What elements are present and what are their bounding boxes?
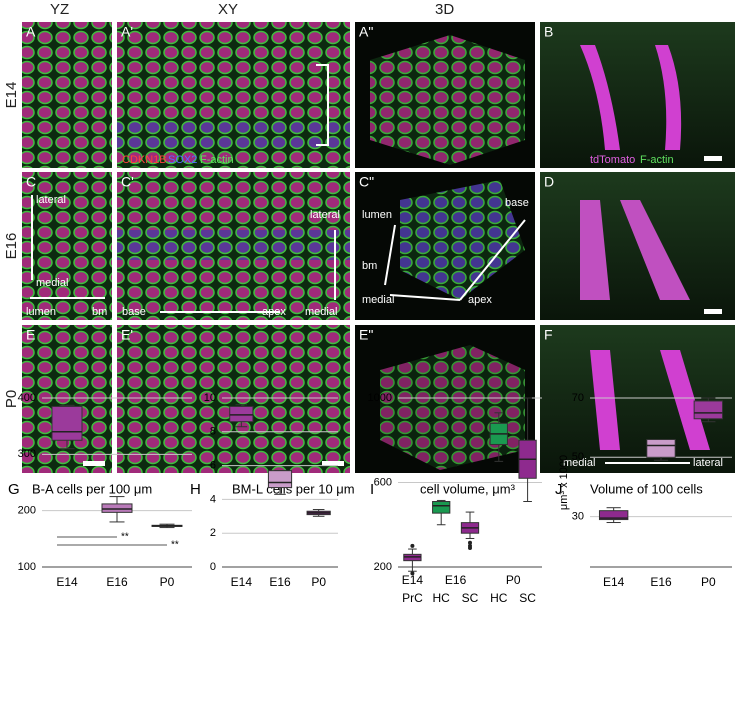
annotation: lateral [693, 457, 723, 469]
annotation: tdTomato [590, 154, 635, 166]
y-tick-label: 100 [18, 561, 36, 573]
annotation: lumen [362, 209, 392, 221]
panel-label: C" [359, 174, 374, 190]
box [267, 470, 293, 489]
chart-title: BM-L cells per 10 μm [232, 481, 355, 496]
y-tick-label: 50 [572, 451, 584, 463]
annotation: base [122, 306, 146, 318]
panel-label: A" [359, 24, 373, 40]
column-header: YZ [50, 1, 69, 18]
chart-title: cell volume, μm³ [420, 481, 516, 496]
y-tick-label: 2 [210, 527, 216, 539]
annotation: lateral [310, 209, 340, 221]
row-label: P0 [3, 390, 20, 408]
x-tick-label: HC [433, 591, 451, 605]
panel-label: A' [121, 24, 133, 40]
y-tick-label: 70 [572, 392, 584, 404]
box [598, 510, 629, 521]
annotation: medial [36, 277, 68, 289]
group-label: P0 [506, 573, 521, 587]
panel-label: I [370, 481, 374, 498]
box [646, 439, 676, 458]
y-tick-label: 10 [204, 392, 216, 404]
annotation: medial [563, 457, 595, 469]
outlier [410, 543, 415, 548]
panel-label: E' [121, 327, 133, 343]
panel-label: H [190, 481, 201, 498]
x-tick-label: P0 [311, 575, 326, 589]
x-tick-label: E14 [231, 575, 253, 589]
panel-label: C' [121, 174, 134, 190]
box [51, 405, 83, 441]
annotation: base [505, 197, 529, 209]
y-tick-label: 6 [210, 460, 216, 472]
y-tick-label: 200 [18, 505, 36, 517]
box [229, 405, 254, 423]
panel-label: B [544, 24, 553, 40]
annotation: apex [262, 306, 286, 318]
annotation: SOX2 [168, 154, 197, 166]
outlier [468, 545, 472, 550]
group-label: E16 [445, 573, 467, 587]
y-tick-label: 600 [374, 476, 392, 488]
y-tick-label: 4 [210, 493, 216, 505]
y-tick-label: 1000 [368, 392, 392, 404]
significance-label: ** [121, 532, 129, 543]
column-header: XY [218, 1, 238, 18]
column-header: 3D [435, 1, 454, 18]
x-tick-label: SC [462, 591, 479, 605]
x-tick-label: E16 [650, 575, 672, 589]
annotation: apex [468, 294, 492, 306]
panel-label: F [544, 327, 553, 343]
chart-title: Volume of 100 cells [590, 481, 703, 496]
y-axis-label: μm³ x 1000 [558, 455, 570, 510]
annotation: medial [362, 294, 394, 306]
x-tick-label: E14 [603, 575, 625, 589]
panel-label: E" [359, 327, 373, 343]
y-tick-label: 30 [572, 511, 584, 523]
panel-label: C [26, 174, 36, 190]
y-tick-label: 300 [18, 448, 36, 460]
micrographs [22, 22, 735, 473]
panel-label: E [26, 327, 35, 343]
outlier [468, 540, 472, 545]
annotation: CDKN1B [122, 154, 167, 166]
x-tick-label: HC [490, 591, 508, 605]
chart-title: B-A cells per 100 μm [32, 481, 152, 496]
x-tick-label: E16 [269, 575, 291, 589]
outlier [410, 571, 415, 576]
annotation: F-actin [640, 154, 674, 166]
annotation: lateral [36, 194, 66, 206]
group-label: E14 [402, 573, 424, 587]
x-tick-label: E16 [106, 575, 128, 589]
x-tick-label: SC [519, 591, 536, 605]
annotation: F-actin [200, 154, 234, 166]
box [101, 503, 133, 513]
row-label: E16 [3, 233, 20, 260]
annotation: medial [305, 306, 337, 318]
panel-label: A [26, 24, 36, 40]
annotation: lumen [26, 306, 56, 318]
row-label: E14 [3, 82, 20, 109]
panel-label: G [8, 481, 20, 498]
y-tick-label: 8 [210, 426, 216, 438]
x-tick-label: PrC [402, 591, 423, 605]
panel-label: J [555, 481, 563, 498]
box [693, 400, 724, 420]
x-tick-label: E14 [56, 575, 78, 589]
box [432, 501, 451, 514]
y-tick-label: 0 [210, 561, 216, 573]
x-tick-label: P0 [160, 575, 175, 589]
x-tick-label: P0 [701, 575, 716, 589]
panel-label: D [544, 174, 554, 190]
significance-label: ** [171, 540, 179, 551]
y-tick-label: 400 [18, 392, 36, 404]
annotation: bm [92, 306, 107, 318]
y-tick-label: 200 [374, 561, 392, 573]
annotation: bm [362, 260, 377, 272]
